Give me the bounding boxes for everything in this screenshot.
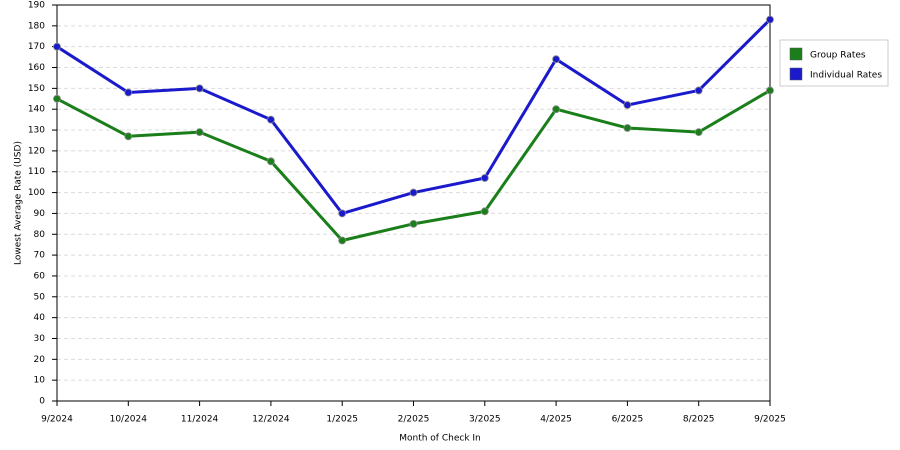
- y-tick-label: 20: [34, 355, 46, 365]
- x-tick-label: 10/2024: [110, 415, 148, 425]
- series-line: [56, 89, 771, 243]
- y-tick-label: 90: [34, 209, 46, 219]
- data-point: [552, 55, 560, 64]
- y-tick-label: 140: [28, 105, 45, 115]
- y-tick-label: 100: [28, 188, 45, 198]
- data-point: [694, 86, 703, 95]
- data-point: [53, 94, 61, 103]
- data-point: [266, 157, 275, 166]
- data-point: [480, 207, 489, 216]
- data-point: [338, 209, 347, 218]
- x-tick-label: 8/2025: [683, 415, 715, 425]
- data-point: [195, 84, 204, 93]
- data-point: [124, 132, 133, 141]
- x-axis-label: Month of Check In: [399, 434, 481, 444]
- y-tick-label: 60: [34, 271, 46, 281]
- y-tick-label: 190: [28, 1, 45, 11]
- y-tick-label: 110: [28, 167, 45, 177]
- legend-label: Group Rates: [810, 51, 866, 61]
- x-tick-label: 4/2025: [540, 415, 572, 425]
- data-point: [409, 188, 418, 197]
- y-tick-label: 180: [28, 21, 45, 31]
- data-point: [195, 128, 204, 137]
- y-tick-label: 130: [28, 126, 45, 136]
- y-tick-label: 120: [28, 146, 45, 156]
- y-tick-label: 0: [39, 397, 45, 407]
- data-point: [409, 219, 418, 228]
- data-point: [266, 115, 275, 124]
- x-tick-label: 9/2025: [754, 415, 786, 425]
- series-line: [56, 18, 772, 215]
- legend-label: Individual Rates: [810, 71, 882, 81]
- plot-frame: [56, 4, 771, 402]
- y-tick-label: 40: [34, 313, 46, 323]
- y-tick-label: 30: [34, 334, 46, 344]
- y-tick-label: 70: [34, 251, 46, 261]
- y-axis-label: Lowest Average Rate (USD): [14, 141, 24, 265]
- data-point: [53, 42, 61, 51]
- y-tick-label: 160: [28, 63, 45, 73]
- y-tick-label: 170: [28, 42, 45, 52]
- x-tick-label: 12/2024: [252, 415, 290, 425]
- data-point: [124, 88, 133, 97]
- y-tick-label: 10: [34, 376, 46, 386]
- y-tick-label: 150: [28, 84, 45, 94]
- x-tick-label: 2/2025: [398, 415, 430, 425]
- data-point: [338, 236, 347, 245]
- data-point: [480, 174, 489, 182]
- legend-swatch: [789, 67, 803, 81]
- y-tick-label: 80: [34, 230, 46, 240]
- x-tick-label: 9/2024: [41, 415, 73, 425]
- data-point: [623, 124, 632, 132]
- data-point: [694, 128, 703, 137]
- data-point: [766, 86, 774, 95]
- legend-swatch: [789, 47, 803, 61]
- x-tick-label: 1/2025: [326, 415, 358, 425]
- x-tick-label: 6/2025: [612, 415, 644, 425]
- data-point: [766, 15, 774, 24]
- x-tick-label: 3/2025: [469, 415, 501, 425]
- data-point: [552, 105, 560, 114]
- y-tick-label: 50: [34, 292, 46, 302]
- x-tick-label: 11/2024: [181, 415, 219, 425]
- data-point: [623, 101, 632, 109]
